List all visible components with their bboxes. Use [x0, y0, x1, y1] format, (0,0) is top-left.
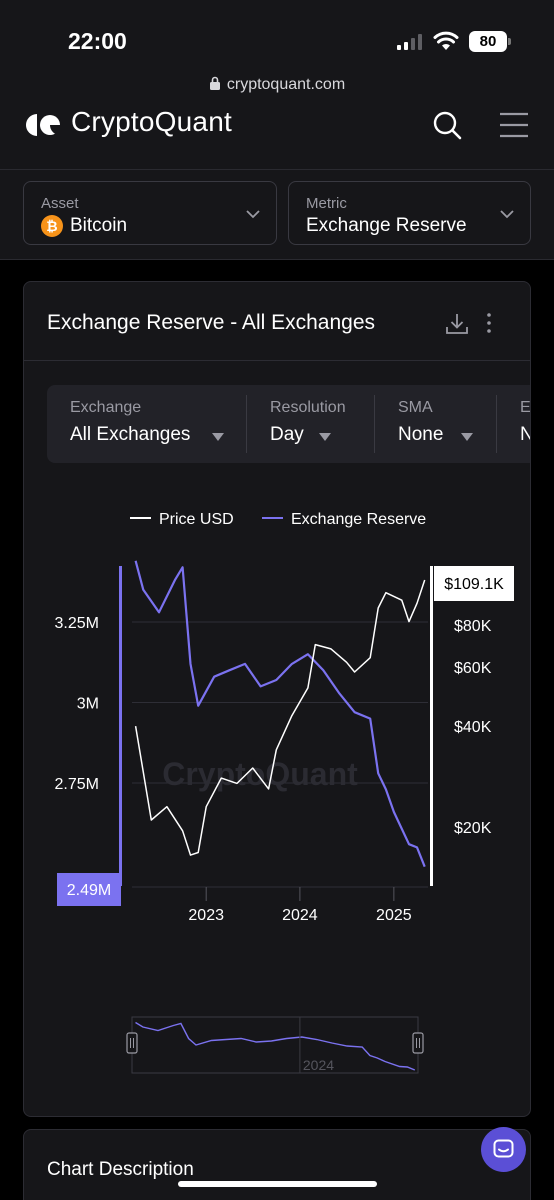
filter-separator — [496, 395, 497, 453]
y-right-tick-label: $40K — [454, 719, 492, 736]
navigator-handle-left[interactable] — [126, 1032, 138, 1054]
chevron-down-icon — [246, 210, 260, 219]
resolution-filter[interactable]: Resolution Day — [270, 385, 370, 463]
sma-filter[interactable]: SMA None — [398, 385, 488, 463]
y-right-tick-label: $80K — [454, 618, 492, 635]
extra-filter-value: N — [520, 424, 530, 446]
exchange-filter-label: Exchange — [70, 399, 142, 416]
card-divider — [24, 360, 530, 361]
handle-grip — [126, 1032, 138, 1054]
legend-price-label: Price USD — [159, 511, 234, 528]
legend-price-swatch — [130, 517, 151, 519]
main-chart[interactable]: CryptoQuant 3.25M 3M 2.75M 2023 2024 2025 $80K… — [24, 542, 531, 972]
asset-selector[interactable]: Asset ₿ Bitcoin — [23, 181, 277, 245]
y-left-tick-label: 2.75M — [55, 776, 99, 793]
current-reserve-label: 2.49M — [67, 882, 111, 899]
search-icon[interactable] — [430, 108, 464, 142]
asset-value: Bitcoin — [70, 215, 128, 236]
resolution-filter-value: Day — [270, 424, 304, 445]
exchange-filter[interactable]: Exchange All Exchanges — [70, 385, 240, 463]
y-left-tick-label: 3.25M — [55, 615, 99, 632]
lock-icon — [209, 76, 220, 90]
sma-filter-value: None — [398, 424, 444, 445]
status-bar: 22:00 80 cryptoquant.com — [0, 0, 554, 108]
status-time: 22:00 — [68, 28, 127, 54]
y-right-tick-label: $20K — [454, 820, 492, 837]
url-text: cryptoquant.com — [226, 76, 346, 93]
more-vertical-icon[interactable] — [485, 312, 493, 334]
navigator-line — [135, 1021, 416, 1071]
address-bar[interactable]: cryptoquant.com — [0, 76, 554, 94]
caret-down-icon — [212, 433, 224, 441]
chart-legend: Price USD Exchange Reserve — [24, 511, 530, 531]
x-tick-label: 2024 — [282, 907, 318, 924]
range-navigator[interactable]: 2024 — [124, 1012, 424, 1076]
price-usd-line — [134, 579, 426, 856]
chat-bubble-icon — [493, 1139, 514, 1158]
selector-bar: Asset ₿ Bitcoin Metric Exchange Reserve — [0, 170, 554, 260]
app-header: CryptoQuant — [0, 106, 554, 170]
chevron-down-icon — [500, 210, 514, 219]
logo-icon[interactable] — [26, 114, 62, 136]
filter-separator — [374, 395, 375, 453]
asset-label: Asset — [41, 195, 79, 212]
legend-reserve-label: Exchange Reserve — [291, 511, 427, 528]
legend-price[interactable]: Price USD — [130, 511, 234, 529]
hamburger-menu-icon[interactable] — [498, 110, 530, 140]
extra-filter-label: E — [520, 399, 531, 416]
sma-filter-label: SMA — [398, 399, 433, 416]
current-price-label: $109.1K — [444, 576, 504, 593]
handle-grip — [412, 1032, 424, 1054]
description-card[interactable]: Chart Description — [23, 1129, 531, 1200]
y-right-tick-label: $60K — [454, 660, 492, 677]
chat-button[interactable] — [481, 1127, 526, 1172]
navigator-tick-label: 2024 — [303, 1057, 334, 1073]
wifi-icon — [433, 31, 459, 50]
resolution-filter-label: Resolution — [270, 399, 346, 416]
watermark: CryptoQuant — [162, 756, 358, 792]
metric-label: Metric — [306, 195, 347, 212]
bitcoin-icon: ₿ — [41, 215, 63, 237]
metric-selector[interactable]: Metric Exchange Reserve — [288, 181, 531, 245]
home-indicator — [178, 1181, 377, 1187]
description-title: Chart Description — [47, 1159, 194, 1180]
extra-filter[interactable]: E N — [520, 385, 531, 463]
right-axis-bar — [430, 566, 433, 886]
caret-down-icon — [319, 433, 331, 441]
chart-card: Exchange Reserve - All Exchanges Exchang… — [23, 281, 531, 1117]
x-tick-label: 2023 — [188, 907, 224, 924]
signal-icon — [397, 34, 422, 50]
left-axis-bar — [119, 566, 122, 886]
exchange-reserve-line — [134, 560, 426, 868]
chart-title: Exchange Reserve - All Exchanges — [47, 311, 376, 334]
filter-bar: Exchange All Exchanges Resolution Day SM… — [47, 385, 531, 463]
download-icon[interactable] — [445, 312, 469, 336]
current-price-badge — [434, 566, 514, 601]
brand-name[interactable]: CryptoQuant — [71, 106, 232, 137]
battery-indicator: 80 — [469, 31, 507, 52]
legend-reserve-swatch — [262, 517, 283, 519]
filter-separator — [246, 395, 247, 453]
caret-down-icon — [461, 433, 473, 441]
exchange-filter-value: All Exchanges — [70, 424, 191, 445]
metric-value: Exchange Reserve — [306, 215, 467, 236]
navigator-handle-right[interactable] — [412, 1032, 424, 1054]
current-reserve-badge — [57, 873, 121, 906]
legend-reserve[interactable]: Exchange Reserve — [262, 511, 426, 529]
battery-cap — [508, 38, 511, 45]
y-left-tick-label: 3M — [77, 696, 99, 713]
x-tick-label: 2025 — [376, 907, 412, 924]
